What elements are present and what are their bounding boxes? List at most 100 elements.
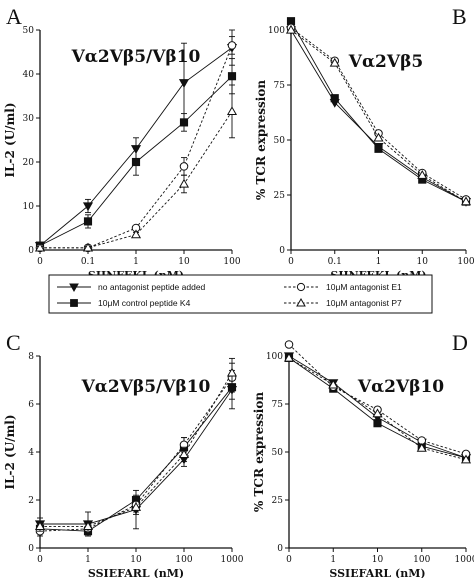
chart-title: Vα2Vβ5/Vβ10 [81, 377, 211, 397]
panel-letter: C [6, 330, 21, 355]
series-line [288, 344, 467, 455]
y-axis-title: IL-2 (U/ml) [3, 414, 17, 489]
x-tick-label: 0 [37, 257, 43, 267]
legend-label: 10μM antagonist P7 [326, 298, 402, 308]
series-4 [34, 84, 238, 252]
legend-marker [70, 299, 78, 307]
y-tick-label: 0 [277, 544, 283, 554]
y-tick-label: 75 [274, 81, 286, 91]
data-point [417, 169, 428, 179]
panel-letter: D [452, 330, 468, 355]
series-line [39, 377, 233, 532]
series-3 [284, 340, 471, 459]
x-tick-label: 1000 [455, 555, 474, 565]
panel-letter: B [452, 4, 467, 29]
y-tick-label: 25 [272, 496, 284, 506]
legend-label: 10μM antagonist E1 [326, 282, 402, 292]
series-4 [34, 357, 238, 532]
data-point [178, 79, 190, 89]
x-tick-label: 10 [372, 555, 384, 565]
series-line [40, 111, 233, 249]
data-point [34, 521, 46, 531]
y-axis-title: % TCR expression [252, 392, 266, 512]
y-tick-label: 0 [28, 544, 34, 554]
series-2 [35, 58, 237, 250]
data-point [131, 157, 141, 167]
legend: no antagonist peptide added 10μM control … [48, 274, 433, 314]
data-point [178, 449, 190, 459]
x-tick-label: 0 [286, 555, 292, 565]
y-tick-label: 20 [23, 158, 35, 168]
data-point [284, 340, 294, 349]
legend-marker [69, 283, 79, 293]
y-tick-label: 40 [23, 70, 35, 80]
y-tick-label: 50 [23, 26, 35, 36]
x-tick-label: 0.1 [81, 257, 95, 267]
y-tick-label: 0 [28, 246, 34, 256]
chart-title: Vα2Vβ5/Vβ10 [71, 47, 201, 67]
legend-item: 10μM antagonist E1 [284, 282, 402, 292]
y-axis-title: IL-2 (U/ml) [3, 102, 17, 177]
legend-box [48, 274, 433, 314]
data-point [82, 202, 94, 212]
x-tick-label: 10 [130, 555, 142, 565]
y-tick-label: 50 [272, 448, 284, 458]
y-tick-label: 4 [28, 448, 34, 458]
y-tick-label: 2 [28, 496, 34, 506]
panel-letter: A [6, 4, 22, 29]
x-tick-label: 1 [85, 555, 91, 565]
data-point [130, 229, 142, 239]
series-2 [286, 17, 471, 206]
data-point [227, 72, 237, 81]
data-point [130, 501, 142, 511]
x-tick-label: 1000 [221, 555, 244, 565]
data-point [179, 162, 189, 171]
x-tick-label: 0 [288, 257, 294, 267]
data-point [178, 178, 190, 188]
y-tick-label: 6 [28, 400, 34, 410]
data-point [82, 521, 94, 531]
data-point [373, 419, 382, 428]
legend-item: no antagonist peptide added [57, 282, 206, 293]
data-point [372, 408, 383, 418]
legend-marker [296, 297, 306, 307]
x-tick-label: 100 [457, 257, 474, 267]
x-tick-label: 1 [376, 257, 382, 267]
y-tick-label: 100 [266, 352, 283, 362]
data-point [460, 196, 472, 206]
legend-marker [296, 282, 306, 292]
x-tick-label: 10 [417, 257, 429, 267]
data-point [330, 94, 339, 103]
y-tick-label: 0 [279, 246, 285, 256]
legend-label: no antagonist peptide added [98, 282, 206, 292]
data-point [460, 454, 472, 464]
x-axis-title: SSIEFARL (nM) [88, 567, 184, 578]
data-point [283, 352, 295, 362]
y-tick-label: 100 [268, 26, 285, 36]
x-tick-label: 10 [178, 257, 190, 267]
legend-item: 10μM control peptide K4 [57, 298, 191, 308]
chart-panel-c: 0 2 4 6 8 0 1 10 100 1000 SSIEFARL (nM) IL-2 (U/ml)… [3, 330, 244, 578]
x-axis-title: SSIEFARL (nM) [329, 567, 425, 578]
y-tick-label: 25 [274, 191, 286, 201]
data-point [227, 41, 237, 50]
y-tick-label: 30 [23, 114, 35, 124]
y-tick-label: 10 [23, 202, 35, 212]
y-axis-title: % TCR expression [254, 80, 268, 200]
x-tick-label: 100 [413, 555, 430, 565]
data-point [329, 57, 340, 67]
data-point [179, 118, 189, 127]
legend-item: 10μM antagonist P7 [284, 297, 402, 308]
data-point [82, 242, 94, 252]
x-tick-label: 100 [175, 555, 192, 565]
data-point [416, 442, 427, 452]
legend-label: 10μM control peptide K4 [98, 298, 191, 308]
data-point [34, 242, 46, 252]
x-tick-label: 1 [330, 555, 336, 565]
series-3 [286, 23, 471, 204]
data-point [226, 367, 238, 377]
data-point [83, 217, 93, 226]
